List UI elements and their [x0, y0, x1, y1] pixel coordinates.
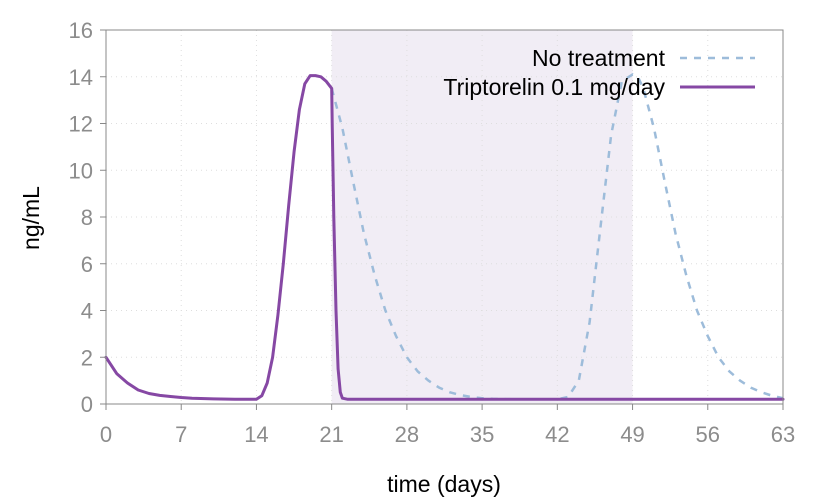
axes-layer [100, 29, 784, 410]
x-tick-label: 14 [244, 422, 268, 447]
y-tick-label: 0 [81, 392, 93, 417]
x-tick-label: 56 [696, 422, 720, 447]
x-tick-label: 0 [100, 422, 112, 447]
y-axis-label: ng/mL [18, 186, 44, 250]
y-tick-label: 16 [69, 18, 93, 43]
legend-label-triptorelin: Triptorelin 0.1 mg/day [443, 74, 665, 100]
x-tick-label: 21 [319, 422, 343, 447]
series-layer [104, 73, 785, 401]
x-tick-label: 35 [470, 422, 494, 447]
x-tick-label: 28 [395, 422, 419, 447]
legend: No treatment Triptorelin 0.1 mg/day [443, 45, 755, 100]
x-tick-label: 49 [620, 422, 644, 447]
y-tick-label: 4 [81, 299, 93, 324]
y-tick-label: 8 [81, 205, 93, 230]
legend-label-no-treatment: No treatment [532, 45, 666, 71]
series-line-triptorelin [104, 74, 785, 401]
tick-label-layer: 0 7 14 21 28 35 42 49 56 63 0 2 4 6 8 10 12 14 16 [69, 18, 796, 447]
y-tick-label: 14 [69, 65, 93, 90]
x-tick-label: 63 [771, 422, 795, 447]
y-tick-label: 10 [69, 158, 93, 183]
y-tick-label: 12 [69, 112, 93, 137]
x-tick-label: 7 [175, 422, 187, 447]
y-tick-label: 6 [81, 252, 93, 277]
x-tick-label: 42 [545, 422, 569, 447]
y-tick-label: 2 [81, 345, 93, 370]
x-axis-label: time (days) [387, 471, 501, 497]
series-line-no-treatment [330, 73, 784, 401]
